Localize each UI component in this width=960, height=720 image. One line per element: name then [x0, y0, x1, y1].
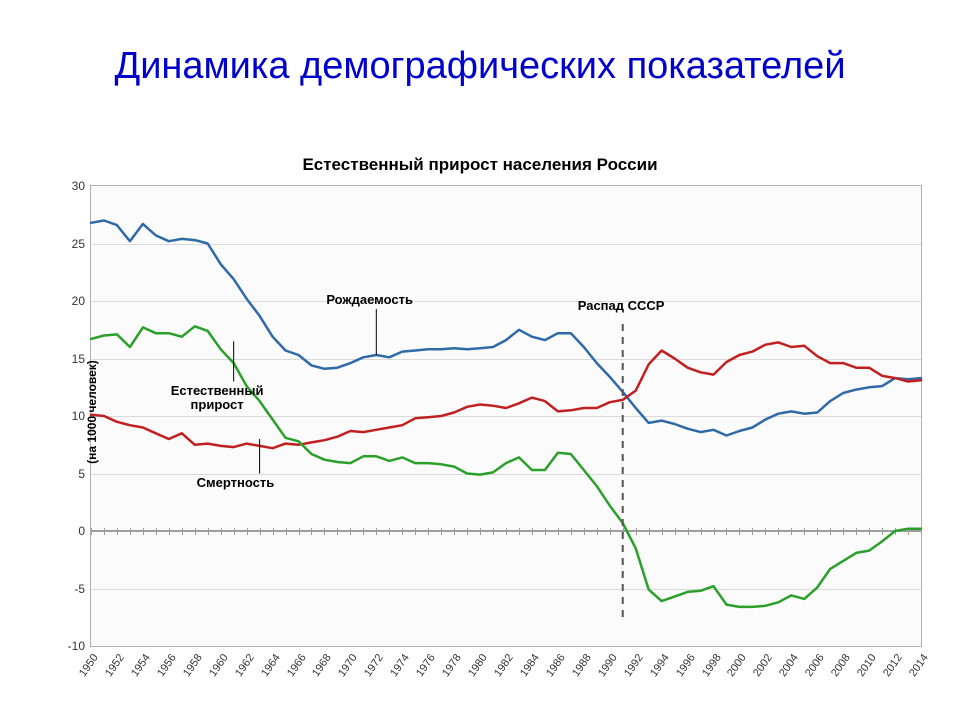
annot-death: Смертность [197, 476, 275, 490]
x-tick-label: 1986 [544, 652, 568, 679]
series-Естественный прирост [91, 326, 921, 607]
x-tick-label: 1954 [129, 652, 153, 679]
x-tick-label: 1976 [414, 652, 438, 679]
annot-natural: Естественныйприрост [171, 384, 264, 413]
x-tick-label: 2006 [803, 652, 827, 679]
x-tick-label: 1994 [648, 652, 672, 679]
x-tick-label: 1972 [362, 652, 386, 679]
x-tick-label: 2014 [907, 652, 931, 679]
x-tick-label: 1952 [103, 652, 127, 679]
plot-area: -10-505101520253019501952195419561958196… [90, 185, 922, 647]
x-tick-label: 1950 [77, 652, 101, 679]
x-tick-label: 1956 [155, 652, 179, 679]
x-tick-label: 1980 [466, 652, 490, 679]
x-tick-label: 1990 [596, 652, 620, 679]
x-tick-label: 1968 [310, 652, 334, 679]
x-tick-label: 1966 [284, 652, 308, 679]
y-tick-label: 5 [78, 467, 91, 481]
x-tick-label: 2008 [829, 652, 853, 679]
y-tick-label: 30 [72, 179, 91, 193]
demographics-chart: Естественный прирост населения России -1… [30, 155, 930, 710]
y-tick-label: 0 [78, 524, 91, 538]
page-title: Динамика демографических показателей [0, 43, 960, 91]
x-tick-label: 1982 [492, 652, 516, 679]
x-tick-label: 1974 [388, 652, 412, 679]
x-tick-label: 2000 [725, 652, 749, 679]
x-tick-label: 1962 [233, 652, 257, 679]
x-tick-label: 1964 [259, 652, 283, 679]
x-tick-label: 1998 [699, 652, 723, 679]
x-tick-label: 2002 [751, 652, 775, 679]
chart-title: Естественный прирост населения России [30, 155, 930, 175]
x-tick-label: 1988 [570, 652, 594, 679]
x-tick-label: 1978 [440, 652, 464, 679]
y-tick-label: -5 [74, 582, 91, 596]
x-tick-label: 1960 [207, 652, 231, 679]
x-tick-label: 2004 [777, 652, 801, 679]
series-lines [91, 186, 921, 646]
x-tick-label: 2012 [881, 652, 905, 679]
x-tick-label: 1984 [518, 652, 542, 679]
y-tick-label: -10 [68, 639, 91, 653]
x-tick-label: 2010 [855, 652, 879, 679]
y-axis-label: (на 1000 человек) [85, 360, 99, 464]
x-tick-label: 1996 [674, 652, 698, 679]
y-tick-label: 20 [72, 294, 91, 308]
x-tick-label: 1970 [336, 652, 360, 679]
x-tick-label: 1992 [622, 652, 646, 679]
y-tick-label: 25 [72, 237, 91, 251]
annot-ussr: Распад СССР [578, 299, 665, 313]
annot-birth: Рождаемость [326, 293, 413, 307]
x-tick-label: 1958 [181, 652, 205, 679]
